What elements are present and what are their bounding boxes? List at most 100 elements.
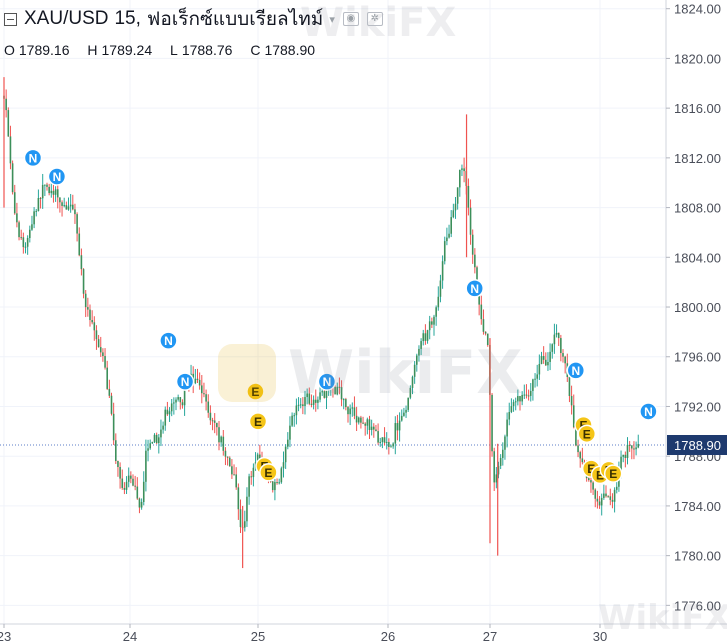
- candle-body: [527, 395, 530, 397]
- candle-body: [504, 436, 506, 450]
- x-tick-label: 30: [593, 629, 607, 642]
- candle-body: [615, 486, 618, 490]
- candle-body: [452, 210, 455, 218]
- candle-body: [119, 466, 121, 479]
- collapse-icon[interactable]: [4, 12, 17, 26]
- symbol-name[interactable]: XAU/USD: [24, 8, 109, 29]
- candle-body: [611, 499, 614, 502]
- candle-body: [46, 184, 48, 187]
- candle-body: [448, 233, 450, 238]
- candle-body: [280, 468, 283, 483]
- candle-body: [321, 391, 323, 393]
- x-tick-label: 25: [251, 629, 265, 642]
- candle-body: [222, 436, 225, 451]
- candle-body: [570, 396, 573, 406]
- candle-body: [385, 442, 388, 444]
- news-icon: [23, 148, 43, 168]
- candle-body: [39, 198, 42, 200]
- candle-body: [510, 406, 513, 412]
- candle-body: [478, 291, 480, 305]
- interval-label[interactable]: 15,: [114, 8, 141, 29]
- candle-body: [355, 415, 358, 423]
- candle-body: [175, 399, 177, 403]
- gear-icon[interactable]: ✲: [366, 12, 383, 26]
- candle-body: [37, 198, 40, 211]
- candle-body: [521, 394, 523, 402]
- candle-body: [390, 446, 392, 448]
- event-markers: NNNNNNNNEEEEEEEEEE: [23, 148, 658, 485]
- candle-body: [379, 442, 382, 444]
- candle-body: [405, 409, 407, 413]
- chevron-down-icon[interactable]: ▾: [329, 13, 335, 26]
- candle-body: [158, 437, 160, 444]
- candle-body: [547, 361, 549, 366]
- candle-body: [362, 422, 364, 424]
- candle-body: [323, 391, 326, 398]
- candle-body: [168, 411, 171, 415]
- event-marker-letter: N: [323, 375, 332, 389]
- x-tick-label: 24: [123, 629, 137, 642]
- event-marker-letter: E: [583, 427, 591, 441]
- candle-body: [459, 169, 461, 188]
- candle-body: [61, 202, 63, 206]
- candle-body: [18, 222, 20, 238]
- candle-body: [196, 378, 199, 380]
- candle-body: [74, 209, 76, 215]
- candle-body: [609, 496, 612, 500]
- candle-body: [11, 163, 14, 193]
- candle-body: [540, 356, 543, 364]
- candle-body: [370, 426, 373, 431]
- candle-body: [525, 394, 528, 396]
- candle-body: [493, 451, 495, 483]
- candle-body: [271, 481, 274, 491]
- candle-body: [153, 434, 156, 442]
- candle-body: [104, 356, 106, 368]
- candle-body: [409, 387, 412, 398]
- eye-icon[interactable]: ◉: [342, 12, 359, 26]
- candle-body: [579, 452, 581, 459]
- candle-body: [211, 420, 214, 422]
- earnings-event-marker: E: [246, 382, 265, 401]
- candle-body: [162, 425, 164, 430]
- news-icon: [566, 361, 586, 380]
- candle-body: [392, 443, 394, 447]
- x-tick-label: 27: [483, 629, 497, 642]
- candle-body: [373, 426, 375, 430]
- candle-body: [33, 211, 35, 225]
- candle-body: [624, 454, 627, 459]
- candle-body: [512, 402, 515, 407]
- candle-body: [555, 332, 558, 335]
- candle-body: [469, 207, 472, 235]
- candle-body: [482, 319, 485, 332]
- candle-body: [76, 214, 78, 234]
- candle-body: [308, 393, 311, 404]
- candle-body: [342, 399, 345, 401]
- event-marker-letter: N: [470, 282, 479, 296]
- candle-body: [293, 415, 296, 417]
- candle-body: [519, 396, 521, 402]
- candle-body: [545, 359, 547, 366]
- candle-body: [553, 334, 556, 345]
- event-marker-letter: E: [587, 462, 595, 476]
- candle-body: [155, 434, 158, 444]
- x-tick-label: 23: [0, 629, 11, 642]
- news-event-marker: N: [465, 279, 484, 298]
- candle-body: [78, 233, 81, 256]
- candle-body: [360, 417, 362, 423]
- candle-body: [549, 351, 551, 362]
- candle-body: [304, 397, 306, 407]
- candle-body: [431, 321, 433, 325]
- candle-body: [112, 413, 115, 441]
- candle-body: [203, 393, 205, 395]
- candle-body: [484, 331, 487, 334]
- candle-body: [302, 404, 304, 407]
- earnings-event-marker: E: [603, 464, 623, 483]
- candle-body: [637, 444, 640, 448]
- candle-body: [396, 423, 399, 431]
- candle-body: [598, 501, 601, 506]
- candle-body: [108, 388, 111, 396]
- candle-body: [514, 401, 517, 403]
- chart-header: XAU/USD 15, ฟอเร็กซ์แบบเรียลไทม์ ▾ ◉ ✲: [0, 6, 383, 32]
- close-value: C 1788.90: [250, 42, 316, 58]
